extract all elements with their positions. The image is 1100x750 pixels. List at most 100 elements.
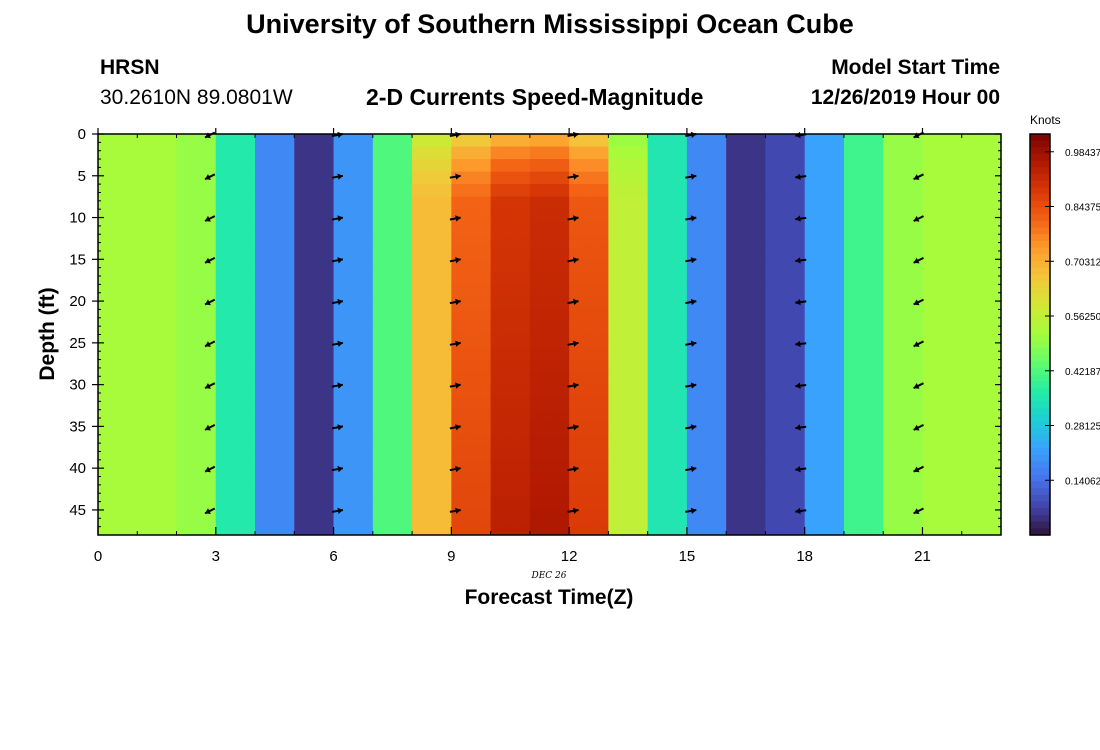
heatmap-cell <box>412 284 426 298</box>
heatmap-cell <box>307 409 322 423</box>
heatmap-cell <box>98 309 112 323</box>
heatmap-cell <box>111 422 125 436</box>
heatmap-cell <box>98 246 112 260</box>
heatmap-cell <box>830 397 845 411</box>
heatmap-cell <box>359 434 374 448</box>
heatmap-cell <box>372 209 387 223</box>
heatmap-cell <box>595 347 609 361</box>
heatmap-cell <box>503 409 518 423</box>
heatmap-cell <box>830 284 845 298</box>
heatmap-cell <box>686 309 701 323</box>
heatmap-cell <box>660 472 675 486</box>
heatmap-cell <box>987 184 1001 198</box>
heatmap-cell <box>726 384 740 398</box>
heatmap-cell <box>98 259 112 273</box>
heatmap-cell <box>621 409 636 423</box>
heatmap-cell <box>320 334 335 348</box>
heatmap-cell <box>451 409 466 423</box>
current-arrow <box>567 298 579 306</box>
heatmap-cell <box>385 472 400 486</box>
heatmap-cell <box>255 397 269 411</box>
heatmap-cell <box>857 259 871 273</box>
colorbar-swatch <box>1030 167 1050 175</box>
heatmap-cell <box>857 522 871 535</box>
colorbar-swatch <box>1030 441 1050 449</box>
heatmap-cell <box>791 347 806 361</box>
heatmap-cell <box>346 134 361 148</box>
heatmap-cell <box>948 434 963 448</box>
heatmap-cell <box>752 146 767 160</box>
current-arrow <box>685 382 697 389</box>
heatmap-cell <box>686 284 701 298</box>
heatmap-cell <box>713 372 727 386</box>
heatmap-cell <box>503 171 518 185</box>
heatmap-cell <box>477 422 492 436</box>
heatmap-cell <box>425 259 439 273</box>
heatmap-cell <box>451 146 466 160</box>
heatmap-cell <box>883 296 897 311</box>
heatmap-cell <box>961 196 976 210</box>
heatmap-cell <box>189 296 204 311</box>
heatmap-cell <box>529 259 544 273</box>
heatmap-cell <box>163 309 178 323</box>
heatmap-cell <box>320 347 335 361</box>
heatmap-cell <box>438 184 452 198</box>
heatmap-cell <box>582 522 596 535</box>
heatmap-cell <box>556 434 570 448</box>
x-tick-label: 0 <box>94 548 102 565</box>
heatmap-cell <box>987 259 1001 273</box>
heatmap-cell <box>124 221 138 235</box>
heatmap-cell <box>464 459 479 473</box>
heatmap-cell <box>189 171 204 185</box>
heatmap-cell <box>765 347 780 361</box>
colorbar-swatch <box>1030 361 1050 369</box>
heatmap-cell <box>215 434 230 448</box>
heatmap-cell <box>608 384 623 398</box>
heatmap-cell <box>385 134 400 148</box>
heatmap-cell <box>713 259 727 273</box>
heatmap-cell <box>843 146 858 160</box>
heatmap-cell <box>268 209 282 223</box>
heatmap-cell <box>320 221 335 235</box>
heatmap-cell <box>791 221 806 235</box>
heatmap-cell <box>778 384 793 398</box>
heatmap-cell <box>111 409 125 423</box>
heatmap-cell <box>176 522 191 535</box>
heatmap-cell <box>451 221 466 235</box>
heatmap-cell <box>268 234 282 248</box>
heatmap-cell <box>778 234 793 248</box>
heatmap-cell <box>359 134 374 148</box>
heatmap-cell <box>372 409 387 423</box>
current-arrow <box>913 340 924 348</box>
heatmap-cell <box>163 246 178 260</box>
heatmap-cell <box>726 234 740 248</box>
heatmap-cell <box>791 284 806 298</box>
heatmap-cell <box>987 321 1001 336</box>
heatmap-cell <box>647 334 662 348</box>
current-arrow <box>567 424 579 431</box>
heatmap-cell <box>752 459 767 473</box>
heatmap-cell <box>425 522 439 535</box>
heatmap-cell <box>830 509 845 524</box>
heatmap-cell <box>857 459 871 473</box>
heatmap-cell <box>399 409 413 423</box>
heatmap-cell <box>516 522 531 535</box>
heatmap-cell <box>765 159 780 173</box>
heatmap-cell <box>464 196 479 210</box>
heatmap-cell <box>961 321 976 336</box>
heatmap-cell <box>713 309 727 323</box>
heatmap-cell <box>451 334 466 348</box>
heatmap-cell <box>346 422 361 436</box>
heatmap-cell <box>137 497 151 511</box>
heatmap-cell <box>281 134 295 148</box>
heatmap-cell <box>98 497 112 511</box>
heatmap-cell <box>843 134 858 148</box>
current-arrow <box>204 298 216 306</box>
heatmap-cell <box>176 447 191 461</box>
heatmap-cell <box>896 171 910 185</box>
heatmap-cell <box>660 171 675 185</box>
heatmap-cell <box>843 509 858 524</box>
heatmap-cell <box>241 146 256 160</box>
heatmap-cell <box>163 347 178 361</box>
heatmap-cell <box>268 447 282 461</box>
